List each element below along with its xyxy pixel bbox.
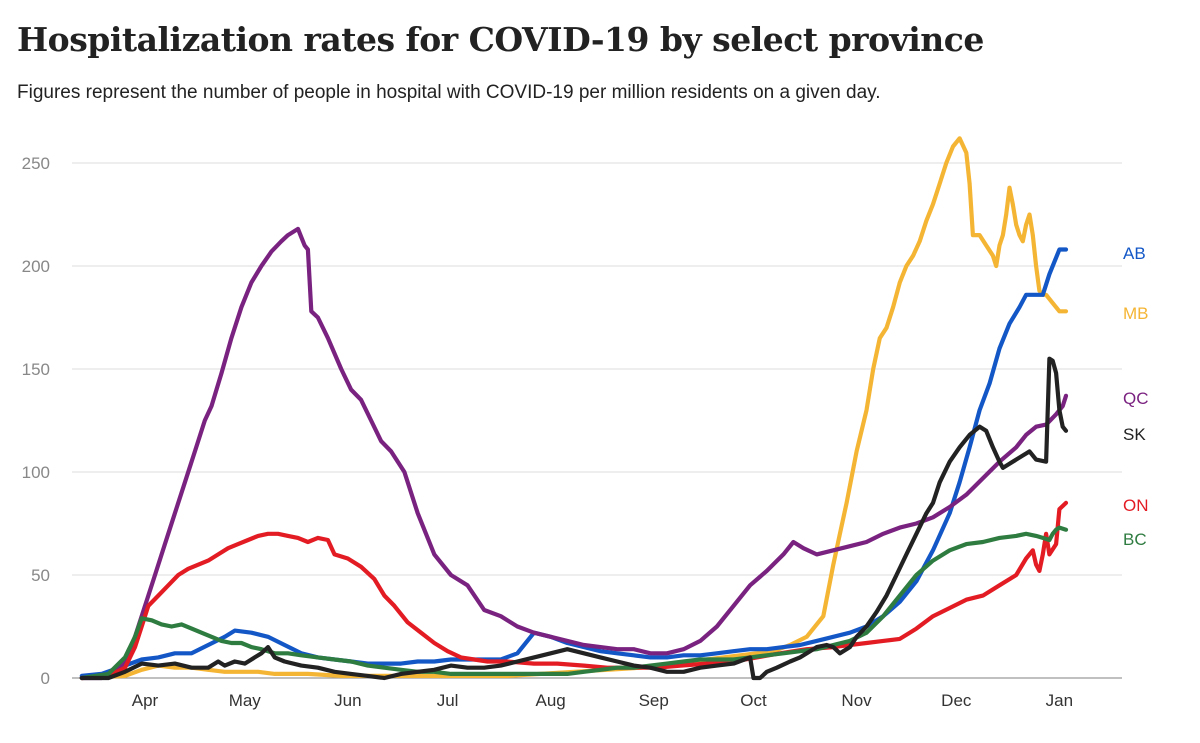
series-line-sk (79, 356, 1069, 681)
x-tick-label: Jun (334, 691, 361, 710)
chart-title: Hospitalization rates for COVID-19 by se… (17, 20, 984, 59)
x-tick-label: Jan (1046, 691, 1073, 710)
gridlines (72, 162, 1122, 679)
series-label-ab: AB (1123, 244, 1146, 263)
y-tick-label: 200 (22, 257, 50, 276)
x-tick-label: Jul (437, 691, 459, 710)
y-axis: 0 50 100 150 200 250 (22, 154, 50, 688)
series-label-sk: SK (1123, 425, 1146, 444)
x-tick-label: Oct (740, 691, 767, 710)
series-line-qc (79, 226, 1069, 681)
x-tick-label: Apr (132, 691, 159, 710)
x-tick-label: Sep (639, 691, 669, 710)
series-line-bc (79, 525, 1069, 681)
y-tick-label: 50 (31, 566, 50, 585)
chart-subtitle: Figures represent the number of people i… (17, 82, 881, 103)
y-tick-label: 0 (41, 669, 50, 688)
x-tick-label: May (229, 691, 262, 710)
series-labels: AB MB QC SK ON BC (1123, 244, 1149, 549)
y-tick-label: 250 (22, 154, 50, 173)
series-line-ab (79, 247, 1069, 678)
series-lines (79, 136, 1069, 681)
series-line-on (79, 500, 1069, 681)
x-tick-label: Nov (841, 691, 872, 710)
series-label-bc: BC (1123, 530, 1147, 549)
x-tick-label: Dec (941, 691, 972, 710)
x-axis: Apr May Jun Jul Aug Sep Oct Nov Dec Jan (132, 691, 1073, 710)
series-label-qc: QC (1123, 389, 1149, 408)
series-label-mb: MB (1123, 304, 1149, 323)
series-line-mb (79, 136, 1069, 681)
series-label-on: ON (1123, 496, 1149, 515)
y-tick-label: 150 (22, 360, 50, 379)
x-tick-label: Aug (536, 691, 566, 710)
y-tick-label: 100 (22, 463, 50, 482)
